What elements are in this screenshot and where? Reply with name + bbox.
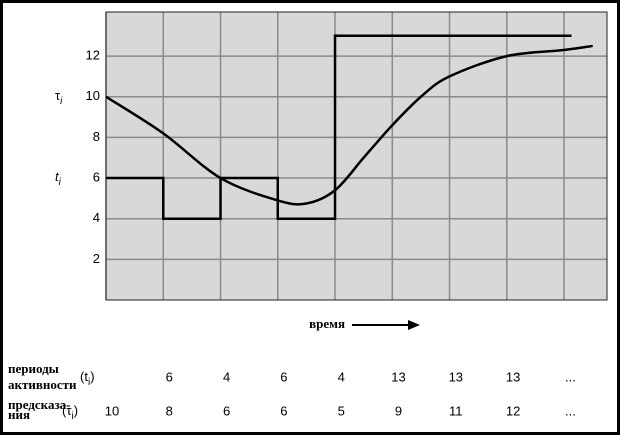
symbol-sub: i: [71, 411, 73, 422]
table-cell: 6: [280, 403, 287, 418]
y-tick-label: 6: [93, 169, 100, 184]
table-cell: 6: [166, 369, 173, 384]
table-cell: ...: [565, 369, 576, 384]
plot-area: [106, 12, 607, 300]
table-cell: 6: [280, 369, 287, 384]
table-cell: 4: [338, 369, 345, 384]
y-label-base: τ: [55, 88, 61, 103]
x-label: время: [309, 316, 345, 331]
table-cell: 12: [506, 403, 520, 418]
y-label: τi: [55, 88, 63, 106]
table-cell: 13: [391, 369, 405, 384]
table-cell: 6: [223, 403, 230, 418]
series-line: [105, 44, 593, 206]
row-label: ния: [8, 407, 30, 422]
time-arrowhead: [408, 320, 420, 330]
table-cell: 10: [105, 403, 119, 418]
symbol-base: τ: [66, 403, 72, 418]
table-cell: 4: [223, 369, 230, 384]
table-cell: ...: [565, 403, 576, 418]
row-symbol: (ti): [80, 369, 95, 387]
y-tick-label: 2: [93, 251, 100, 266]
y-tick-label: 12: [86, 48, 100, 63]
table-cell: 13: [449, 369, 463, 384]
y-tick-label: 10: [86, 88, 100, 103]
y-label-base: t: [55, 169, 60, 184]
table-cell: 8: [166, 403, 173, 418]
row-label: предсказа-: [8, 397, 71, 412]
row-label: периоды: [8, 361, 59, 376]
y-label-sub: i: [60, 96, 63, 107]
y-tick-label: 4: [93, 210, 100, 225]
table-cell: 9: [395, 403, 402, 418]
y-tick-label: 8: [93, 129, 100, 144]
row-label: активности: [8, 377, 77, 392]
symbol-sub: i: [88, 377, 90, 388]
row-symbol: (τi): [62, 403, 78, 421]
series-line: [106, 34, 572, 220]
symbol-base: t: [84, 369, 88, 384]
y-label: ti: [55, 169, 62, 187]
table-cell: 11: [449, 403, 463, 418]
table-cell: 13: [506, 369, 520, 384]
y-label-sub: i: [59, 177, 62, 188]
table-cell: 5: [338, 403, 345, 418]
plot-border: [105, 11, 608, 301]
